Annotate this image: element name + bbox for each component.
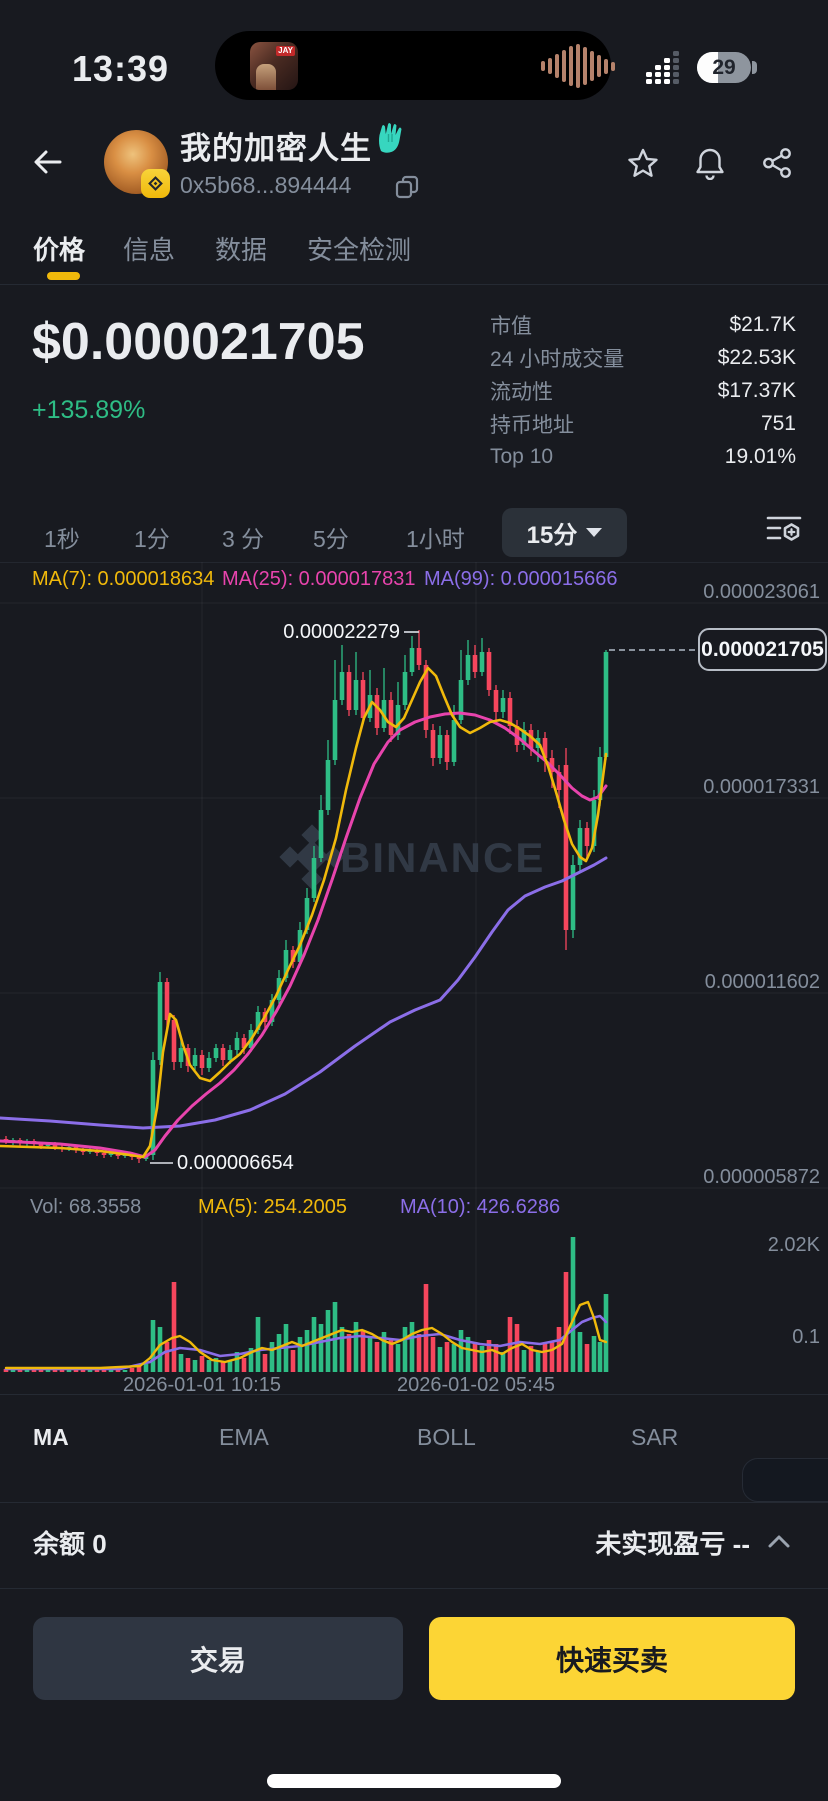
stat-label: 24 小时成交量 — [490, 348, 625, 371]
tab-security-check[interactable]: 安全检测 — [307, 235, 412, 265]
stat-value: 19.01% — [724, 445, 796, 468]
quick-buy-sell-button[interactable]: 快速买卖 — [429, 1617, 795, 1700]
stat-row-top10: Top 10 19.01% — [490, 444, 796, 470]
x-axis-label: 2026-01-02 05:45 — [397, 1374, 555, 1396]
indicator-tab-ema[interactable]: EMA — [219, 1424, 269, 1450]
divider — [0, 1502, 828, 1503]
album-figure — [256, 64, 276, 90]
stat-row-volume24h: 24 小时成交量 $22.53K — [490, 345, 796, 371]
now-playing-album-art: JAY — [250, 42, 298, 90]
tab-data[interactable]: 数据 — [215, 235, 268, 265]
copy-address-icon[interactable] — [394, 174, 420, 200]
stat-value: $21.7K — [729, 313, 796, 336]
battery-fill — [697, 52, 718, 83]
stat-value: $17.37K — [717, 379, 796, 402]
volume-y-label: 2.02K — [767, 1234, 820, 1256]
active-tab-underline — [47, 272, 80, 280]
stat-value: 751 — [760, 412, 796, 435]
trade-button[interactable]: 交易 — [33, 1617, 403, 1700]
unrealized-pnl-text: 未实现盈亏 -- — [595, 1524, 750, 1561]
tab-info[interactable]: 信息 — [123, 235, 176, 265]
indicator-tab-ma[interactable]: MA — [33, 1424, 69, 1450]
volume-legend: Vol: 68.3558 — [30, 1196, 142, 1218]
interval-selected-dropdown[interactable]: 15分 — [502, 508, 627, 557]
indicator-tab-boll[interactable]: BOLL — [417, 1424, 476, 1450]
position-summary-row[interactable]: 余额 0 未实现盈亏 -- — [0, 1524, 828, 1568]
stat-label: Top 10 — [490, 445, 554, 468]
battery-percent: 29 — [712, 55, 736, 79]
audio-waveform-icon — [541, 44, 615, 88]
battery-icon: 29 — [697, 52, 751, 83]
balance-label: 余额 — [33, 1529, 86, 1559]
pnl-value: -- — [732, 1529, 750, 1559]
interval-3m[interactable]: 3 分 — [222, 526, 265, 552]
status-time: 13:39 — [72, 48, 170, 89]
y-axis-label: 0.000005872 — [703, 1166, 820, 1188]
stat-row-liquidity: 流动性 $17.37K — [490, 378, 796, 404]
divider — [0, 284, 828, 285]
balance-value: 0 — [92, 1529, 107, 1559]
alert-bell-icon[interactable] — [693, 146, 727, 180]
current-price-box: 0.000021705 — [698, 628, 827, 671]
chevron-up-icon[interactable] — [766, 1532, 792, 1552]
pnl-label: 未实现盈亏 — [595, 1529, 726, 1559]
token-price: $0.000021705 — [32, 313, 365, 371]
album-jay-tag: JAY — [276, 46, 295, 56]
token-address[interactable]: 0x5b68...894444 — [180, 172, 352, 198]
ma99-legend: MA(99): 0.000015666 — [424, 568, 618, 590]
cellular-signal-icon — [646, 51, 679, 84]
divider — [0, 1394, 828, 1395]
vulcan-hand-emoji — [379, 123, 402, 153]
interval-1s[interactable]: 1秒 — [44, 526, 80, 552]
interval-1m[interactable]: 1分 — [134, 526, 170, 552]
ma7-legend: MA(7): 0.000018634 — [32, 568, 215, 590]
indicator-tab-sar[interactable]: SAR — [631, 1424, 679, 1450]
stat-row-holders: 持币地址 751 — [490, 411, 796, 437]
indicator-settings-icon[interactable] — [763, 512, 805, 550]
volume-ma10-legend: MA(10): 426.6286 — [400, 1196, 561, 1218]
home-indicator[interactable] — [267, 1774, 561, 1788]
interval-1h[interactable]: 1小时 — [406, 526, 465, 552]
stat-label: 持币地址 — [490, 414, 574, 437]
chain-badge-icon — [141, 169, 170, 198]
dynamic-island[interactable]: JAY — [215, 31, 615, 100]
low-price-annotation: 0.000006654 — [177, 1152, 294, 1174]
svg-text:BINANCE: BINANCE — [340, 834, 545, 881]
chevron-down-icon — [586, 528, 603, 537]
high-price-annotation: 0.000022279 — [283, 621, 400, 643]
token-title: 我的加密人生 — [180, 131, 372, 166]
back-button[interactable] — [30, 144, 66, 180]
floating-panel-handle[interactable] — [742, 1458, 828, 1502]
price-change-percent: +135.89% — [32, 396, 146, 424]
share-icon[interactable] — [760, 146, 794, 180]
stat-value: $22.53K — [717, 346, 796, 369]
interval-5m[interactable]: 5分 — [313, 526, 349, 552]
volume-ma5-legend: MA(5): 254.2005 — [198, 1196, 347, 1218]
y-axis-label: 0.000023061 — [703, 581, 820, 603]
balance-text: 余额 0 — [33, 1524, 107, 1561]
favorite-star-icon[interactable] — [626, 146, 660, 180]
ma25-legend: MA(25): 0.000017831 — [222, 568, 416, 590]
stat-label: 流动性 — [490, 381, 553, 404]
x-axis-label: 2026-01-01 10:15 — [123, 1374, 281, 1396]
divider — [0, 562, 828, 563]
y-axis-label: 0.000017331 — [703, 776, 820, 798]
divider — [0, 1588, 828, 1589]
volume-y-label: 0.1 — [792, 1326, 820, 1348]
y-axis-label: 0.000011602 — [704, 971, 820, 993]
battery-tip — [752, 61, 757, 74]
stat-label: 市值 — [490, 315, 532, 338]
tab-price[interactable]: 价格 — [33, 235, 86, 265]
stat-row-marketcap: 市值 $21.7K — [490, 312, 796, 338]
interval-selected-label: 15分 — [526, 522, 578, 549]
